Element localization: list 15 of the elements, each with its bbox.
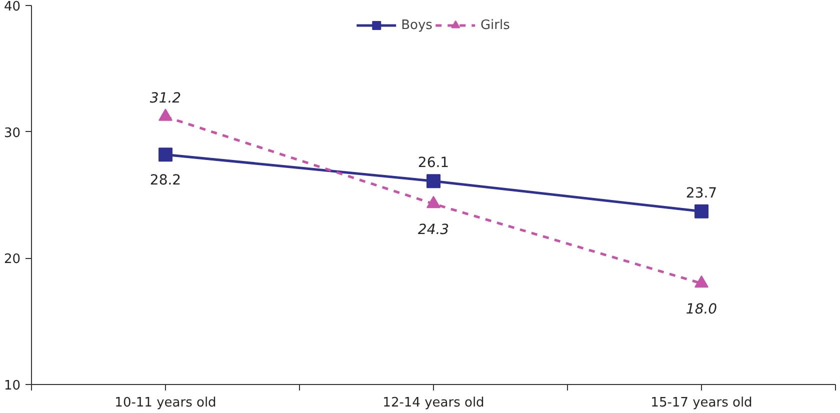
- data-label: 26.1: [418, 155, 450, 172]
- data-label: 24.3: [418, 222, 450, 238]
- x-tick-label: 10-11 years old: [114, 396, 216, 410]
- y-tick-label: 10: [4, 378, 21, 394]
- y-tick-label: 40: [4, 0, 21, 14]
- y-tick-label: 20: [4, 252, 21, 268]
- x-tick-label: 12-14 years old: [382, 396, 484, 410]
- data-label: 28.2: [150, 172, 182, 189]
- legend-label: Boys: [401, 18, 432, 32]
- data-label: 31.2: [150, 90, 182, 107]
- data-label: 23.7: [686, 185, 718, 202]
- legend-label: Girls: [480, 18, 510, 32]
- data-label: 18.0: [686, 301, 718, 318]
- y-tick-label: 30: [4, 126, 21, 141]
- x-tick-label: 15-17 years old: [650, 396, 752, 410]
